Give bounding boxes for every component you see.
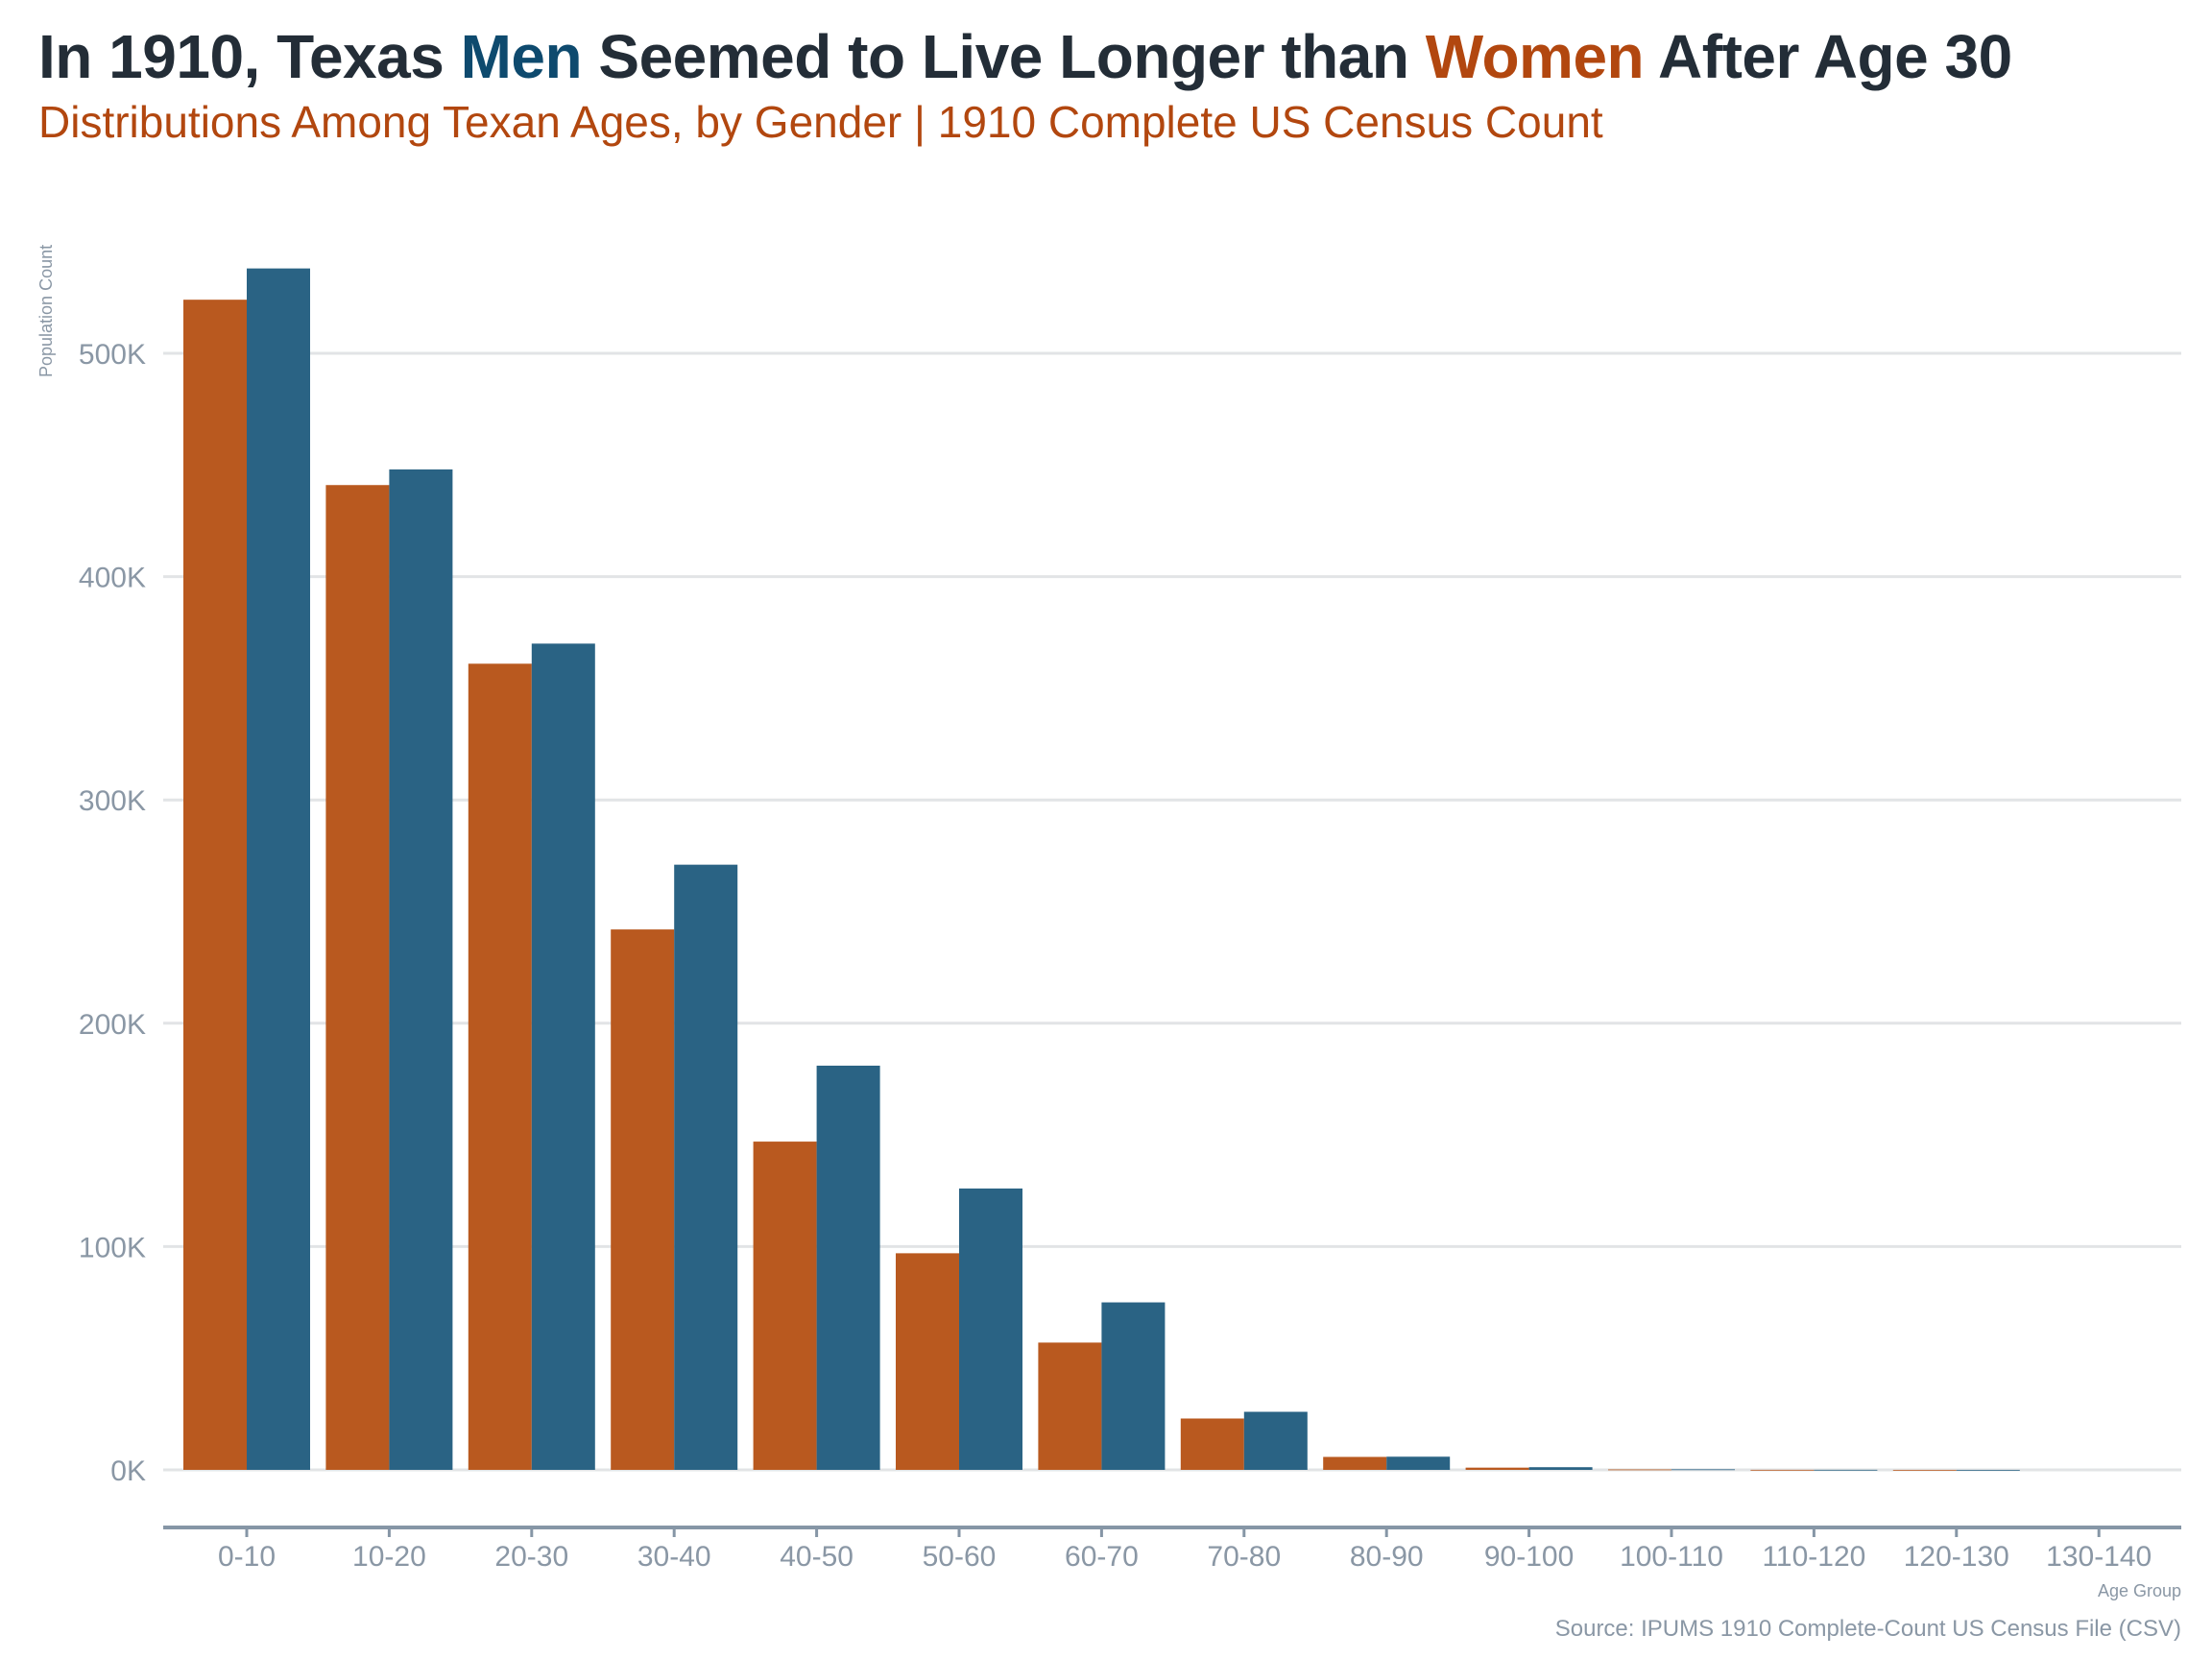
bar-men-50-60 [959, 1188, 1022, 1470]
y-tick-label: 100K [79, 1232, 146, 1263]
x-tick-label: 70-80 [1207, 1541, 1281, 1573]
x-tick-label: 80-90 [1350, 1541, 1424, 1573]
chart-subtitle: Distributions Among Texan Ages, by Gende… [38, 97, 1603, 147]
bar-women-10-20 [325, 485, 390, 1470]
bar-women-110-120 [1750, 1469, 1815, 1471]
x-tick-label: 100-110 [1620, 1541, 1723, 1573]
x-axis-tick-labels: 0-10 10-20 20-30 30-40 40-50 50-60 60-70 70-80 8… [218, 1541, 2152, 1573]
bar-men-100-110 [1671, 1469, 1735, 1471]
y-tick-label: 300K [79, 785, 146, 817]
x-tick-label: 50-60 [923, 1541, 997, 1573]
bar-women-20-30 [468, 663, 532, 1470]
x-tick-label: 110-120 [1762, 1541, 1865, 1573]
x-tick-label: 90-100 [1484, 1541, 1574, 1573]
chart-title: In 1910, Texas Men Seemed to Live Longer… [38, 21, 2012, 92]
bar-women-90-100 [1465, 1467, 1529, 1470]
bar-men-70-80 [1243, 1411, 1308, 1470]
x-tick-label: 130-140 [2046, 1541, 2152, 1573]
bar-men-120-130 [1956, 1469, 2020, 1471]
bar-women-60-70 [1038, 1342, 1102, 1470]
bar-men-10-20 [389, 469, 453, 1470]
x-tick-label: 60-70 [1065, 1541, 1139, 1573]
bar-men-40-50 [816, 1065, 880, 1470]
x-axis-tick-marks [245, 1527, 2101, 1537]
gridlines [163, 351, 2181, 1472]
y-tick-label: 500K [79, 339, 146, 371]
bars [183, 268, 2020, 1471]
y-tick-label: 400K [79, 563, 146, 594]
y-tick-label: 200K [79, 1009, 146, 1041]
bar-men-20-30 [531, 643, 595, 1470]
bar-women-50-60 [896, 1253, 959, 1470]
source-note: Source: IPUMS 1910 Complete-Count US Cen… [1555, 1616, 2181, 1642]
bar-men-110-120 [1814, 1469, 1878, 1471]
y-axis-title: Population Count [36, 245, 56, 377]
x-tick-label: 120-130 [1904, 1541, 2009, 1573]
x-tick-label: 40-50 [780, 1541, 854, 1573]
x-tick-label: 10-20 [352, 1541, 426, 1573]
bar-women-100-110 [1608, 1469, 1671, 1471]
x-tick-label: 30-40 [637, 1541, 711, 1573]
title-middle: Seemed to Live Longer than [582, 22, 1426, 91]
bar-women-40-50 [753, 1142, 817, 1470]
bar-men-90-100 [1528, 1467, 1593, 1470]
title-suffix: After Age 30 [1644, 22, 2012, 91]
x-tick-label: 0-10 [218, 1541, 276, 1573]
x-axis-title: Age Group [2098, 1581, 2181, 1600]
y-axis-tick-labels: 0K 100K 200K 300K 400K 500K [79, 339, 146, 1487]
title-men-highlight: Men [460, 22, 583, 91]
bar-men-80-90 [1386, 1456, 1451, 1470]
bar-women-70-80 [1180, 1418, 1244, 1470]
bar-men-0-10 [247, 268, 310, 1470]
bar-men-60-70 [1101, 1302, 1166, 1470]
y-tick-label: 0K [110, 1455, 146, 1487]
title-women-highlight: Women [1425, 22, 1645, 91]
bar-women-0-10 [183, 300, 247, 1470]
bar-women-80-90 [1323, 1456, 1387, 1470]
bar-men-30-40 [674, 864, 738, 1470]
bar-women-30-40 [611, 929, 675, 1470]
bar-women-120-130 [1892, 1469, 1957, 1471]
x-tick-label: 20-30 [494, 1541, 568, 1573]
title-prefix: In 1910, Texas [38, 22, 461, 91]
